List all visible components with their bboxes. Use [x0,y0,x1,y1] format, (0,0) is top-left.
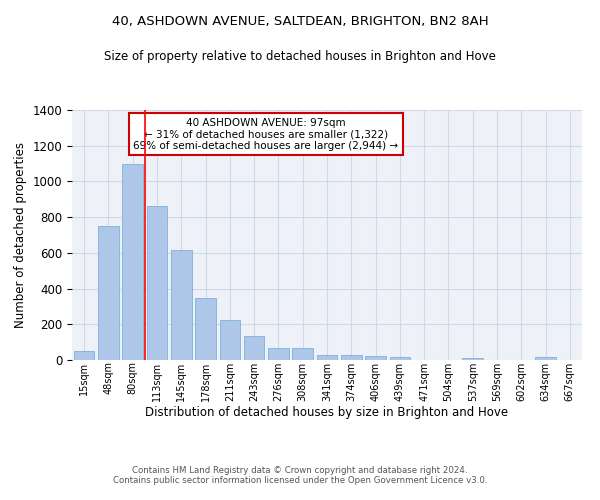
Bar [317,354,337,360]
Bar [341,354,362,360]
Bar [98,226,119,360]
Bar [268,348,289,360]
Bar [463,358,483,360]
Text: Contains HM Land Registry data © Crown copyright and database right 2024.
Contai: Contains HM Land Registry data © Crown c… [113,466,487,485]
Bar [122,164,143,360]
Bar [365,356,386,360]
Text: Size of property relative to detached houses in Brighton and Hove: Size of property relative to detached ho… [104,50,496,63]
Bar [292,348,313,360]
Text: 40 ASHDOWN AVENUE: 97sqm
← 31% of detached houses are smaller (1,322)
69% of sem: 40 ASHDOWN AVENUE: 97sqm ← 31% of detach… [133,118,398,150]
Bar [244,336,265,360]
X-axis label: Distribution of detached houses by size in Brighton and Hove: Distribution of detached houses by size … [145,406,509,420]
Y-axis label: Number of detached properties: Number of detached properties [14,142,27,328]
Bar [74,351,94,360]
Bar [220,320,240,360]
Text: 40, ASHDOWN AVENUE, SALTDEAN, BRIGHTON, BN2 8AH: 40, ASHDOWN AVENUE, SALTDEAN, BRIGHTON, … [112,15,488,28]
Bar [171,250,191,360]
Bar [535,358,556,360]
Bar [195,298,216,360]
Bar [146,206,167,360]
Bar [389,358,410,360]
